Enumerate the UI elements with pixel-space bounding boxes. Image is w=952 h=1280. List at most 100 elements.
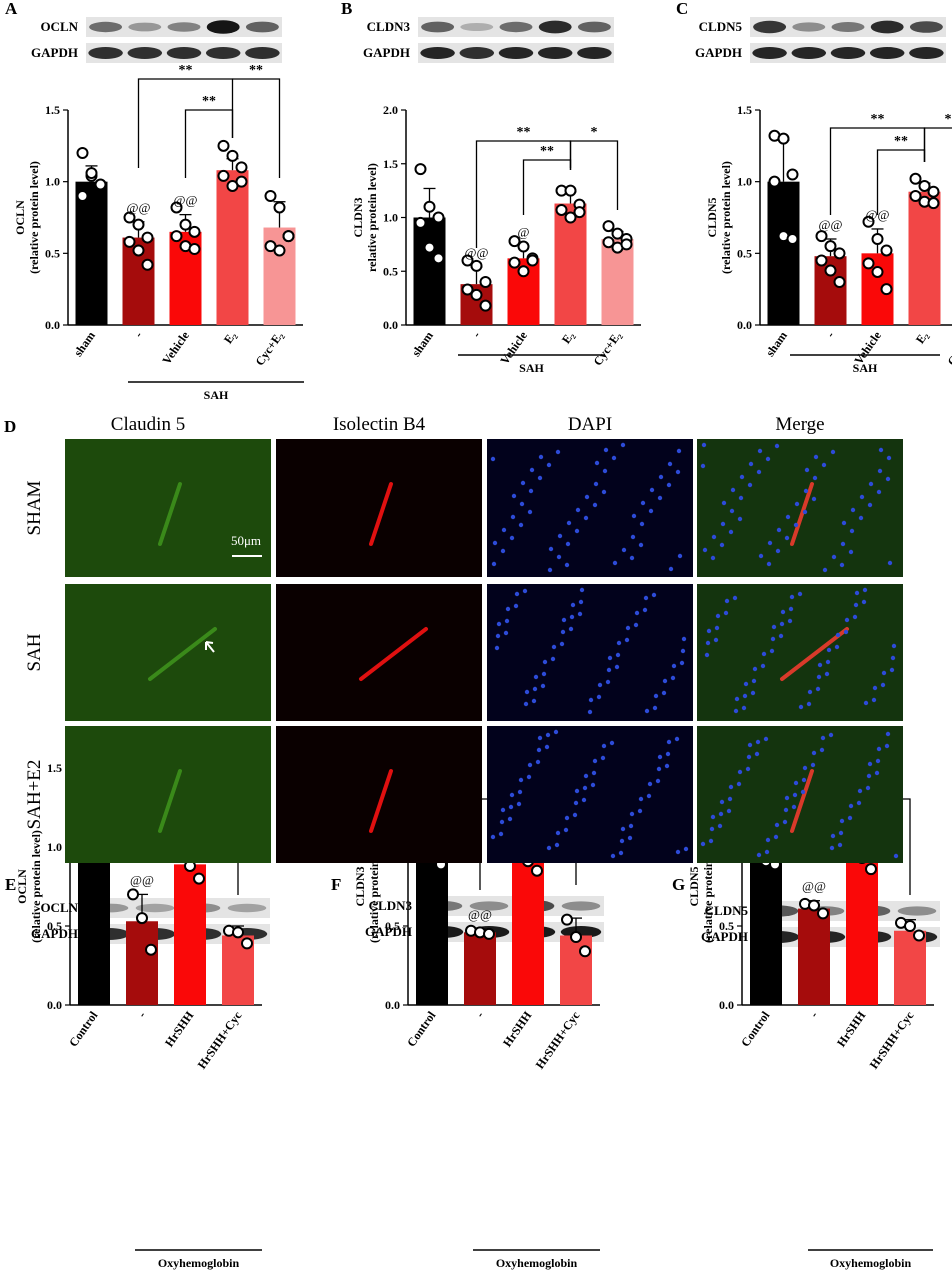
nucleus [657,754,663,760]
significance-label: ** [540,144,554,159]
nucleus [726,808,732,814]
nucleus [717,823,723,829]
x-tick-label: Cyc+E₂ [590,328,624,368]
nucleus [720,521,726,527]
nucleus [865,785,871,791]
nucleus [574,788,580,794]
micrograph [697,584,903,721]
y-tick-label: 0.5 [47,919,62,933]
nucleus [668,566,674,572]
nucleus [858,515,864,521]
nucleus [500,548,506,554]
column-title: Isolectin B4 [333,414,426,435]
nucleus [821,462,827,468]
nucleus [702,547,708,553]
y-axis-label: CLDN3 [353,866,367,906]
nucleus [824,671,830,677]
y-tick-label: 2.0 [383,103,398,117]
significance-vs-sham: @@ [468,907,492,922]
significance-vs-sham: @ [518,225,530,240]
nucleus [591,770,597,776]
protein-band [897,906,937,916]
group-label: Oxyhemoglobin [830,1256,912,1270]
nucleus [714,625,720,631]
nucleus [741,705,747,711]
nucleus [612,560,618,566]
nucleus [569,614,575,620]
nucleus [642,607,648,613]
nucleus [721,500,727,506]
vessel [158,482,182,546]
data-point [880,283,893,296]
nucleus [757,448,763,454]
bar [908,191,941,325]
nucleus [561,617,567,623]
bar [216,170,249,325]
nucleus [546,845,552,851]
data-point [423,241,436,254]
nucleus [518,777,524,783]
group-label: SAH [519,361,544,375]
nucleus [747,742,753,748]
comparison-bracket [923,127,952,162]
protein-band [206,20,240,34]
nucleus [501,527,507,533]
nucleus [750,690,756,696]
protein-band [499,21,533,33]
nucleus [816,674,822,680]
blot-protein-label: OCLN [40,900,78,915]
nucleus [863,700,869,706]
nucleus [754,751,760,757]
nucleus [732,595,738,601]
y-tick-label: 1.5 [47,761,62,775]
nucleus [667,461,673,467]
nucleus [875,758,881,764]
nucleus [885,476,891,482]
nucleus [563,827,569,833]
nucleus [605,679,611,685]
nucleus [647,781,653,787]
nucleus [593,481,599,487]
micrograph [697,726,903,863]
y-tick-label: 0.0 [383,318,398,332]
nucleus [727,796,733,802]
nucleus [852,614,858,620]
nucleus [760,663,766,669]
nucleus [531,698,537,704]
nucleus [854,590,860,596]
nucleus [620,442,626,448]
x-tick-label: - [469,329,483,340]
nucleus [876,746,882,752]
data-point [786,168,799,181]
nucleus [495,633,501,639]
nucleus [780,609,786,615]
protein-band [167,22,201,32]
nucleus [830,449,836,455]
nucleus [596,694,602,700]
x-tick-label: Control [66,1008,101,1049]
data-point [508,235,521,248]
x-tick-label: Control [404,1008,439,1049]
nucleus [540,683,546,689]
nucleus [871,697,877,703]
micrograph [65,584,271,721]
nucleus [619,838,625,844]
nucleus [523,701,529,707]
data-point [141,231,154,244]
significance-vs-sham: @@ [819,217,843,232]
nucleus [811,496,817,502]
nucleus [758,553,764,559]
bar [750,848,782,1005]
panel-letter: F [331,875,341,894]
nucleus [719,542,725,548]
bar [554,203,587,325]
protein-band [831,22,865,32]
nucleus [517,789,523,795]
nucleus [748,461,754,467]
nucleus [868,481,874,487]
nucleus [607,655,613,661]
nucleus [600,755,606,761]
data-point [188,225,201,238]
nucleus [551,644,557,650]
nucleus [592,758,598,764]
